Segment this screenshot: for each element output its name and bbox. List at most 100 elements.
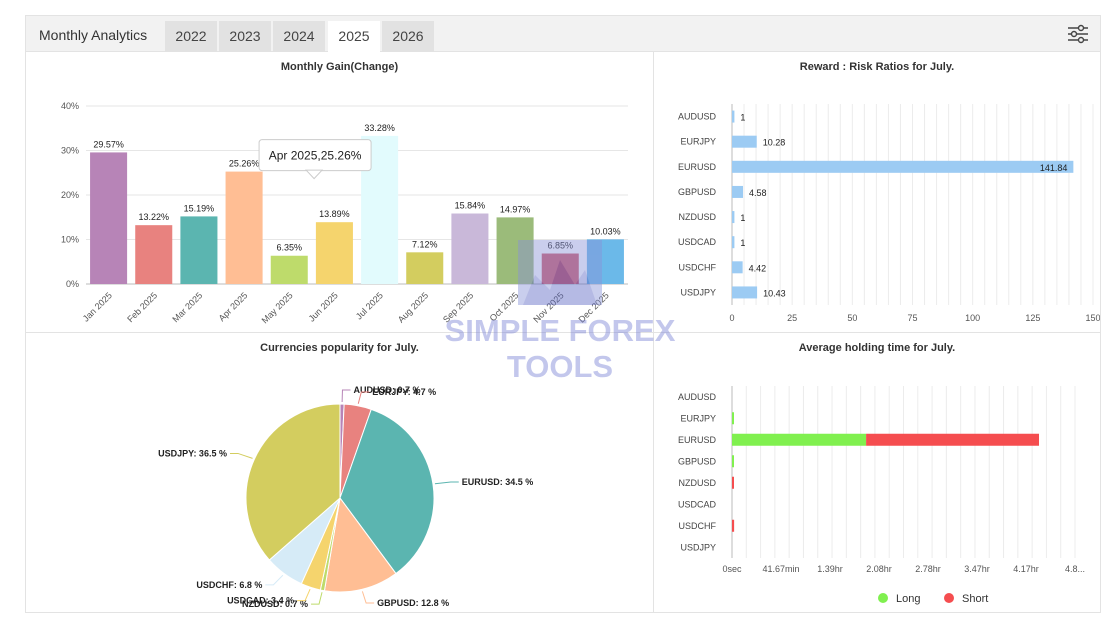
- bar-value-label: 13.22%: [138, 212, 169, 222]
- x-tick-label: Jul 2025: [354, 290, 385, 321]
- tab-2023[interactable]: 2023: [219, 21, 271, 52]
- tab-2022[interactable]: 2022: [165, 21, 217, 52]
- bar-sep-2025: [451, 213, 489, 284]
- pie-label: EURUSD: 34.5 %: [462, 477, 534, 487]
- y-tick-label: 20%: [61, 190, 79, 200]
- y-tick-label: USDJPY: [680, 287, 716, 297]
- horizontal-divider: [26, 332, 1100, 333]
- bar-short-nzdusd: [732, 476, 734, 489]
- x-tick-label: 125: [1025, 313, 1040, 323]
- analytics-header: Monthly Analytics 2022 2023 2024 2025 20…: [26, 16, 1100, 53]
- x-tick-label: 50: [847, 313, 857, 323]
- x-tick-label: 2.78hr: [915, 564, 941, 574]
- y-tick-label: EURUSD: [678, 162, 717, 172]
- x-tick-label: Mar 2025: [170, 290, 204, 324]
- x-tick-label: 150: [1085, 313, 1100, 323]
- legend-marker-long: [878, 593, 888, 603]
- y-tick-label: USDCAD: [678, 499, 717, 509]
- sliders-icon[interactable]: [1067, 23, 1089, 45]
- bar-value-label: 14.97%: [500, 204, 531, 214]
- y-tick-label: 10%: [61, 235, 79, 245]
- bar-short-eurusd: [866, 433, 1040, 446]
- y-tick-label: 30%: [61, 146, 79, 156]
- holding-title: Average holding time for July.: [798, 342, 956, 354]
- y-tick-label: USDJPY: [680, 542, 716, 552]
- bar-oct-2025: [496, 217, 534, 284]
- x-tick-label: 75: [907, 313, 917, 323]
- bar-usdjpy: [732, 286, 758, 299]
- bar-value-label: 13.89%: [319, 209, 350, 219]
- y-tick-label: EURJPY: [680, 413, 716, 423]
- bar-feb-2025: [135, 225, 173, 284]
- y-tick-label: NZDUSD: [679, 212, 717, 222]
- pie-label: USDJPY: 36.5 %: [158, 448, 227, 458]
- bar-nov-2025: [541, 253, 579, 284]
- bar-value-label: 4.58: [749, 188, 767, 198]
- x-tick-label: Jun 2025: [307, 290, 340, 323]
- monthly-analytics-card: Monthly Analytics 2022 2023 2024 2025 20…: [25, 15, 1101, 613]
- pie-label: AUDUSD: 0.7 %: [353, 385, 420, 395]
- bar-eurusd: [732, 160, 1074, 173]
- bar-long-gbpusd: [732, 455, 734, 468]
- pie-leader-line: [434, 481, 459, 485]
- pie-label: EURJPY: 4.7 %: [372, 387, 436, 397]
- pie-label: USDCAD: 3.4 %: [227, 596, 294, 606]
- tab-2026[interactable]: 2026: [382, 21, 434, 52]
- pie-leader-line: [265, 574, 284, 586]
- page-title: Monthly Analytics: [39, 27, 148, 43]
- pie-label: GBPUSD: 12.8 %: [377, 598, 449, 608]
- x-tick-label: Dec 2025: [577, 290, 611, 324]
- bar-nzdusd: [732, 211, 735, 224]
- bar-value-label: 25.26%: [229, 159, 260, 169]
- bar-value-label: 6.35%: [276, 243, 302, 253]
- x-tick-label: 2.08hr: [866, 564, 892, 574]
- bar-jan-2025: [90, 152, 128, 284]
- risk-ratio-title: Reward : Risk Ratios for July.: [799, 61, 955, 73]
- x-tick-label: May 2025: [260, 290, 295, 325]
- tooltip-text: Apr 2025,25.26%: [269, 149, 362, 163]
- popularity-chart: AUDUSD: 0.7 %EURJPY: 4.7 % EURUSD: 34.5 %…: [158, 385, 534, 609]
- risk-ratio-chart: 0 25 50 75 100 125 150 AUDUSD 1 EURJPY 10.28 EURUSD…: [678, 104, 1100, 323]
- x-tick-label: 0sec: [722, 564, 742, 574]
- pie-slice-eurusd: [339, 408, 435, 575]
- y-tick-label: USDCHF: [679, 521, 717, 531]
- risk-ratio-panel: Reward : Risk Ratios for July. 0 25 50 75 10…: [654, 52, 1100, 332]
- y-tick-label: GBPUSD: [678, 187, 717, 197]
- pie-slice-usdjpy: [245, 403, 341, 561]
- x-tick-label: 4.8...: [1065, 564, 1085, 574]
- y-tick-label: AUDUSD: [678, 112, 717, 122]
- bar-long-eurusd: [732, 433, 867, 446]
- x-tick-label: 100: [965, 313, 980, 323]
- bar-value-label: 15.84%: [455, 201, 486, 211]
- y-tick-label: 0%: [66, 279, 79, 289]
- tab-2024[interactable]: 2024: [273, 21, 325, 52]
- x-tick-label: 3.47hr: [964, 564, 990, 574]
- pie-leader-line: [361, 591, 375, 604]
- y-tick-label: USDCAD: [678, 237, 717, 247]
- bar-value-label: 10.03%: [590, 226, 621, 236]
- pie-leader-line: [357, 391, 370, 404]
- bar-value-label: 15.19%: [184, 203, 215, 213]
- holding-chart: 0sec 41.67min 1.39hr 2.08hr 2.78hr 3.47hr 4.17…: [678, 386, 1085, 605]
- bar-value-label: 1: [740, 238, 745, 248]
- bar-gbpusd: [732, 185, 744, 198]
- tab-2025[interactable]: 2025: [328, 21, 380, 53]
- bar-may-2025: [270, 255, 308, 284]
- x-tick-label: 1.39hr: [817, 564, 843, 574]
- bar-value-label: 7.12%: [412, 239, 438, 249]
- x-tick-label: Jan 2025: [81, 290, 114, 323]
- x-tick-label: Nov 2025: [531, 290, 565, 324]
- bar-eurjpy: [732, 135, 757, 148]
- bar-value-label: 1: [740, 213, 745, 223]
- pie-label: NZDUSD: 0.7 %: [242, 599, 308, 609]
- bar-value-label: 10.43: [763, 288, 786, 298]
- x-tick-label: Oct 2025: [488, 290, 521, 323]
- y-tick-label: AUDUSD: [678, 392, 717, 402]
- pie-leader-line: [229, 452, 253, 459]
- y-tick-label: EURJPY: [680, 137, 716, 147]
- monthly-gain-title: Monthly Gain(Change): [280, 61, 399, 73]
- pie-label: USDCHF: 6.8 %: [196, 580, 262, 590]
- holding-panel: Average holding time for July. 0sec 41.67…: [654, 333, 1100, 613]
- y-tick-label: 40%: [61, 101, 79, 111]
- monthly-gain-panel: Monthly Gain(Change) 0% 10% 20% 30% 40% 29.57…: [26, 52, 653, 332]
